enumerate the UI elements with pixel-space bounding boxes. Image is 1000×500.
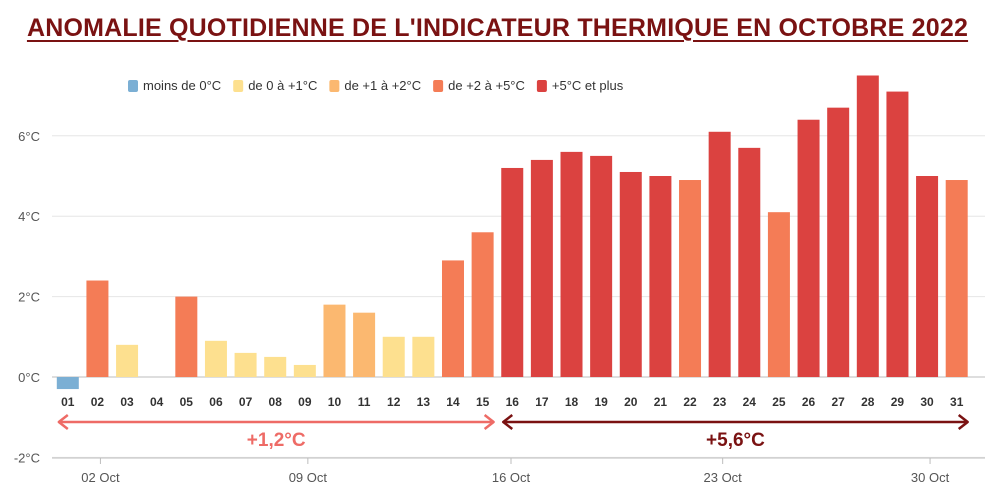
bar-day-26 — [797, 119, 820, 377]
legend-item: de 0 à +1°C — [233, 78, 317, 93]
x-tick-label: 23 Oct — [704, 470, 743, 485]
bar-day-11 — [353, 312, 376, 377]
category-label: 21 — [654, 395, 668, 409]
category-label: 18 — [565, 395, 579, 409]
bar-day-15 — [471, 232, 494, 377]
category-label: 13 — [417, 395, 431, 409]
category-label: 25 — [772, 395, 786, 409]
category-labels: 01 02 03 04 05 06 07 08 09 10 11 12 13 14 15 16 17 18 19 20… — [61, 395, 964, 409]
annotation-label: +5,6°C — [706, 430, 765, 451]
bar-day-22 — [679, 180, 702, 377]
bar-day-29 — [886, 91, 909, 377]
legend-swatch — [329, 80, 340, 92]
legend-swatch — [433, 80, 444, 92]
category-label: 29 — [891, 395, 905, 409]
bar-day-28 — [856, 75, 879, 377]
bar-day-17 — [530, 159, 553, 377]
y-axis: -2°C 0°C 2°C 4°C 6°C — [14, 129, 40, 466]
y-tick-label: -2°C — [14, 450, 40, 465]
annotation-arrow — [57, 414, 495, 430]
x-tick-label: 30 Oct — [911, 470, 950, 485]
category-label: 10 — [328, 395, 342, 409]
chart-title: ANOMALIE QUOTIDIENNE DE L'INDICATEUR THE… — [26, 14, 969, 42]
category-label: 20 — [624, 395, 638, 409]
legend-swatch — [233, 80, 244, 92]
legend-label: de +1 à +2°C — [344, 78, 421, 93]
legend-label: de +2 à +5°C — [448, 78, 525, 93]
legend-item: moins de 0°C — [128, 78, 221, 93]
bar-day-30 — [916, 176, 939, 377]
annotations: +1,2°C +5,6°C — [57, 414, 969, 451]
y-tick-label: 0°C — [18, 370, 40, 385]
legend-label: moins de 0°C — [143, 78, 221, 93]
category-label: 17 — [535, 395, 549, 409]
bar-day-24 — [738, 147, 761, 377]
bar-day-25 — [767, 212, 790, 377]
category-label: 08 — [269, 395, 283, 409]
legend: moins de 0°C de 0 à +1°C de +1 à +2°C de +2… — [128, 78, 624, 93]
bar-day-14 — [441, 260, 464, 377]
bar-day-05 — [175, 296, 198, 377]
legend-label: +5°C et plus — [552, 78, 624, 93]
annotation-arrow — [502, 414, 969, 430]
bar-day-13 — [412, 336, 435, 377]
category-label: 31 — [950, 395, 964, 409]
legend-label: de 0 à +1°C — [248, 78, 317, 93]
category-label: 05 — [180, 395, 194, 409]
bar-day-02 — [86, 280, 109, 377]
bar-day-09 — [293, 364, 316, 377]
bar-day-31 — [945, 180, 968, 377]
legend-swatch — [536, 80, 547, 92]
bar-day-08 — [264, 356, 287, 377]
category-label: 03 — [120, 395, 134, 409]
legend-item: +5°C et plus — [536, 78, 624, 93]
bar-day-16 — [501, 167, 524, 377]
category-label: 26 — [802, 395, 816, 409]
bar-day-06 — [204, 340, 227, 377]
category-label: 09 — [298, 395, 312, 409]
bar-day-27 — [827, 107, 850, 377]
category-label: 28 — [861, 395, 875, 409]
bar-day-23 — [708, 131, 731, 377]
category-label: 07 — [239, 395, 253, 409]
category-label: 15 — [476, 395, 490, 409]
bar-day-12 — [382, 336, 405, 377]
category-label: 30 — [920, 395, 934, 409]
bar-day-10 — [323, 304, 346, 377]
legend-item: de +2 à +5°C — [433, 78, 525, 93]
category-label: 02 — [91, 395, 105, 409]
legend-item: de +1 à +2°C — [329, 78, 421, 93]
category-label: 06 — [209, 395, 223, 409]
y-tick-label: 4°C — [18, 209, 40, 224]
category-label: 01 — [61, 395, 75, 409]
category-label: 22 — [683, 395, 697, 409]
x-tick-label: 16 Oct — [492, 470, 531, 485]
bar-day-18 — [560, 151, 583, 377]
bar-day-19 — [590, 155, 613, 377]
bar-day-03 — [116, 344, 139, 377]
category-label: 24 — [743, 395, 757, 409]
bars — [56, 75, 968, 390]
bar-day-07 — [234, 352, 257, 377]
category-label: 23 — [713, 395, 727, 409]
y-tick-label: 6°C — [18, 129, 40, 144]
category-label: 19 — [594, 395, 608, 409]
bar-day-21 — [649, 176, 672, 377]
x-axis: 02 Oct 09 Oct 16 Oct 23 Oct 30 Oct — [52, 457, 985, 485]
annotation-label: +1,2°C — [247, 430, 306, 451]
category-label: 11 — [358, 395, 371, 409]
y-tick-label: 2°C — [18, 290, 40, 305]
category-label: 16 — [506, 395, 520, 409]
category-label: 27 — [832, 395, 846, 409]
bar-day-20 — [619, 171, 642, 377]
category-label: 14 — [446, 395, 460, 409]
bar-day-01 — [56, 377, 79, 390]
category-label: 04 — [150, 395, 164, 409]
x-tick-label: 02 Oct — [81, 470, 120, 485]
x-tick-label: 09 Oct — [289, 470, 328, 485]
category-label: 12 — [387, 395, 401, 409]
legend-swatch — [128, 80, 138, 92]
